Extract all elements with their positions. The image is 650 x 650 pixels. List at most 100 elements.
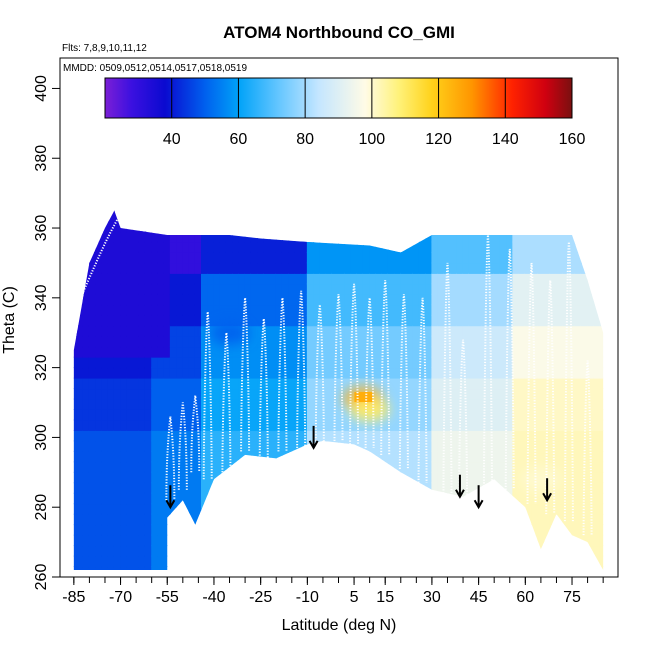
co-cell [555,314,564,327]
co-cell [288,189,295,200]
co-cell [319,293,327,306]
co-cell [537,335,545,348]
co-cell [562,482,570,494]
co-cell [169,471,178,484]
co-cell [257,335,265,348]
co-cell [331,461,339,473]
co-cell [313,283,321,295]
co-cell [225,220,234,233]
co-cell [425,471,433,484]
co-cell [494,189,501,200]
co-cell [350,262,358,274]
co-cell [306,304,315,316]
co-cell [213,398,221,410]
co-cell [319,492,327,505]
co-cell [580,388,589,400]
co-cell [313,419,321,431]
co-cell [325,419,333,431]
co-cell [580,283,589,295]
co-cell [120,545,128,557]
co-cell [518,461,526,473]
co-cell [95,241,103,253]
co-cell [431,283,439,295]
co-cell [606,325,613,336]
co-cell [138,346,146,358]
co-cell [412,367,420,379]
co-cell [462,231,470,243]
co-cell [163,272,171,285]
co-cell [325,314,333,327]
co-cell [101,262,109,274]
co-cell [462,304,470,316]
co-cell [375,429,383,442]
co-cell [587,262,595,274]
co-cell [82,293,90,306]
co-cell [213,314,221,327]
co-cell [213,503,221,515]
co-cell [362,293,371,306]
co-cell [338,461,346,473]
co-cell [313,450,321,463]
co-cell [456,241,464,253]
co-cell [437,450,445,463]
co-cell [400,262,408,274]
co-cell [157,325,165,337]
co-cell [225,356,234,369]
co-cell [325,210,333,212]
co-cell [369,440,377,452]
co-cell [288,566,296,571]
co-cell [213,440,221,452]
co-cell [344,524,352,536]
co-cell [331,429,339,442]
co-cell [418,356,427,369]
co-cell [593,377,601,390]
co-cell [232,293,240,306]
co-cell [468,346,476,358]
co-cell [213,251,221,264]
co-cell [144,231,153,243]
co-cell [456,189,463,200]
co-cell [350,482,358,494]
flight-track-profile [202,311,213,480]
co-cell [450,482,458,494]
co-cell [300,356,308,369]
co-cell [599,241,604,253]
co-cell [213,450,221,463]
flight-track-profile [417,297,428,483]
co-cell [599,503,604,515]
co-cell [475,429,483,442]
co-cell [475,314,483,327]
co-cell [599,325,604,337]
co-cell [487,377,495,390]
co-cell [238,450,246,463]
co-cell [425,545,433,557]
co-cell [95,419,103,431]
co-cell [132,272,140,285]
co-cell [113,356,122,369]
co-cell [512,210,520,212]
co-cell [238,304,246,316]
co-cell [176,534,184,547]
co-cell [475,346,483,358]
co-cell [269,210,277,222]
co-cell [394,210,402,212]
co-cell [232,189,239,200]
co-cell [188,555,196,568]
co-cell [506,314,514,327]
co-cell [580,398,589,410]
co-cell [132,377,140,390]
co-cell [201,566,209,571]
co-cell [263,220,271,233]
co-cell [194,262,202,274]
co-cell [126,325,134,337]
co-cell [319,189,326,200]
co-cell [549,398,557,410]
co-cell [188,272,196,285]
co-cell [288,220,296,233]
co-cell [531,419,539,431]
co-cell [387,367,396,379]
co-cell [549,210,557,212]
co-cell [506,367,514,379]
co-cell [188,513,196,526]
co-cell [219,503,227,515]
